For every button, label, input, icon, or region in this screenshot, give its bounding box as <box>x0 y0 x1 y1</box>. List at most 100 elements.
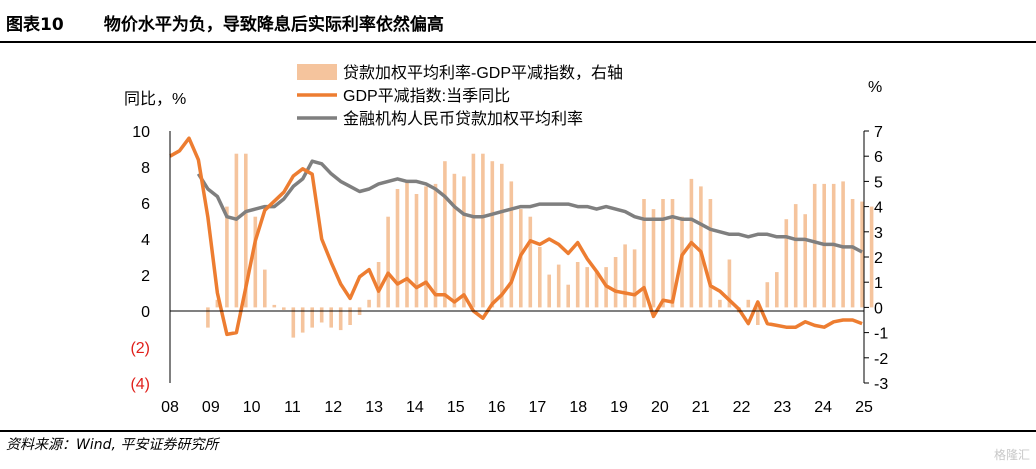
right-tick-label: 0 <box>874 300 883 317</box>
watermark: 格隆汇 <box>993 448 1030 462</box>
right-tick-label: -2 <box>874 351 888 368</box>
x-tick-label: 25 <box>855 399 873 416</box>
x-tick-label: 09 <box>202 399 220 416</box>
right-tick-label: 6 <box>874 149 883 166</box>
bar-2014.75 <box>424 186 428 308</box>
bar-2015.5 <box>452 173 457 308</box>
source-rule <box>0 430 1036 432</box>
source-note: 资料来源：Wind, 平安证券研究所 <box>6 437 219 453</box>
figure-number: 图表10 <box>6 15 64 35</box>
bar-2022.75 <box>727 259 732 308</box>
bar-2013.5 <box>376 262 381 308</box>
left-tick-label: (2) <box>130 340 150 357</box>
bar-2024 <box>775 272 779 308</box>
bar-2018 <box>547 274 551 308</box>
bar-2020.5 <box>642 199 646 308</box>
bar-2014 <box>395 189 400 308</box>
figure-title-text: 物价水平为负，导致降息后实际利率依然偏高 <box>103 15 444 35</box>
bar-2018.75 <box>575 262 580 308</box>
bar-2019 <box>585 267 589 308</box>
bar-2011.25 <box>291 307 296 338</box>
bar-2016.25 <box>481 153 485 308</box>
left-tick-label: 8 <box>141 160 150 177</box>
bar-2021.25 <box>670 199 675 308</box>
left-tick-label: 10 <box>132 124 150 141</box>
bar-2019.75 <box>613 257 618 308</box>
left-tick-label: 6 <box>141 196 150 213</box>
bar-2010.5 <box>263 269 267 308</box>
line-series <box>169 136 863 337</box>
bar-2026.5 <box>869 206 874 308</box>
bar-2009.75 <box>234 153 239 308</box>
bar-2021 <box>661 199 665 308</box>
x-tick-label: 10 <box>243 399 261 416</box>
left-tick-label: 0 <box>141 304 150 321</box>
bar-2016.5 <box>490 161 495 308</box>
x-tick-label: 11 <box>284 399 301 416</box>
bar-2013.25 <box>367 299 371 308</box>
bar-2011.5 <box>300 307 305 333</box>
bar-2012 <box>319 307 324 323</box>
x-tick-label: 15 <box>447 399 465 416</box>
bar-2017.75 <box>538 246 542 308</box>
gdp-deflator-line <box>169 136 863 337</box>
right-tick-label: 2 <box>874 250 883 267</box>
bar-2011 <box>282 307 286 310</box>
x-tick-label: 13 <box>365 399 383 416</box>
right-tick-label: 7 <box>874 124 883 141</box>
bar-2022 <box>699 186 703 308</box>
bar-2024.25 <box>784 219 789 308</box>
bar-2018.5 <box>566 284 570 308</box>
bar-2023.5 <box>756 307 760 325</box>
x-tick-label: 20 <box>651 399 669 416</box>
bar-2010.75 <box>272 304 277 308</box>
left-axis-label: 同比，% <box>124 90 186 108</box>
right-tick-label: 4 <box>874 200 883 217</box>
legend-label: 贷款加权平均利率-GDP平减指数，右轴 <box>343 64 623 82</box>
x-tick-label: 23 <box>773 399 791 416</box>
bar-series <box>206 153 874 338</box>
x-tick-label: 14 <box>406 399 424 416</box>
bar-2023.75 <box>765 282 770 308</box>
bar-2009.5 <box>225 206 229 308</box>
bar-2025.75 <box>841 181 845 308</box>
bar-2010 <box>244 153 248 308</box>
right-tick-label: -1 <box>874 326 888 343</box>
bar-2017.5 <box>528 216 533 308</box>
x-tick-label: 16 <box>488 399 506 416</box>
legend-label: GDP平减指数:当季同比 <box>343 87 510 105</box>
bar-2015 <box>433 183 438 308</box>
legend: 贷款加权平均利率-GDP平减指数，右轴 GDP平减指数:当季同比金融机构人民币贷款… <box>297 64 623 128</box>
legend-swatch-bar <box>297 64 337 80</box>
bar-2009 <box>206 307 210 328</box>
lending-rate-line <box>196 159 863 254</box>
left-tick-label: (4) <box>130 376 150 393</box>
bar-2025 <box>812 183 817 308</box>
left-tick-label: 2 <box>141 268 150 285</box>
legend-label: 金融机构人民币贷款加权平均利率 <box>343 110 583 128</box>
bar-2013.75 <box>386 216 390 308</box>
bar-2022.25 <box>708 199 713 308</box>
bar-2012.25 <box>329 307 333 328</box>
bar-2014.25 <box>405 181 409 308</box>
bar-2024.5 <box>793 204 798 308</box>
right-tick-label: 5 <box>874 174 883 191</box>
bar-2010.25 <box>253 216 258 308</box>
x-tick-label: 17 <box>529 399 547 416</box>
title-rule <box>0 41 1036 43</box>
x-tick-label: 19 <box>610 399 628 416</box>
bar-2020.75 <box>651 209 656 308</box>
bar-2018.25 <box>556 264 561 308</box>
bar-2020.25 <box>632 249 637 308</box>
bar-2014.5 <box>414 194 419 308</box>
bar-2016.75 <box>500 163 504 308</box>
x-tick-label: 12 <box>324 399 342 416</box>
bar-2015.75 <box>462 176 466 308</box>
x-tick-label: 21 <box>692 399 710 416</box>
left-tick-label: 4 <box>141 232 150 249</box>
bar-2023.25 <box>746 299 751 308</box>
right-tick-label: 1 <box>874 275 883 292</box>
bar-2015.25 <box>443 161 447 308</box>
bar-2009.25 <box>215 299 220 308</box>
